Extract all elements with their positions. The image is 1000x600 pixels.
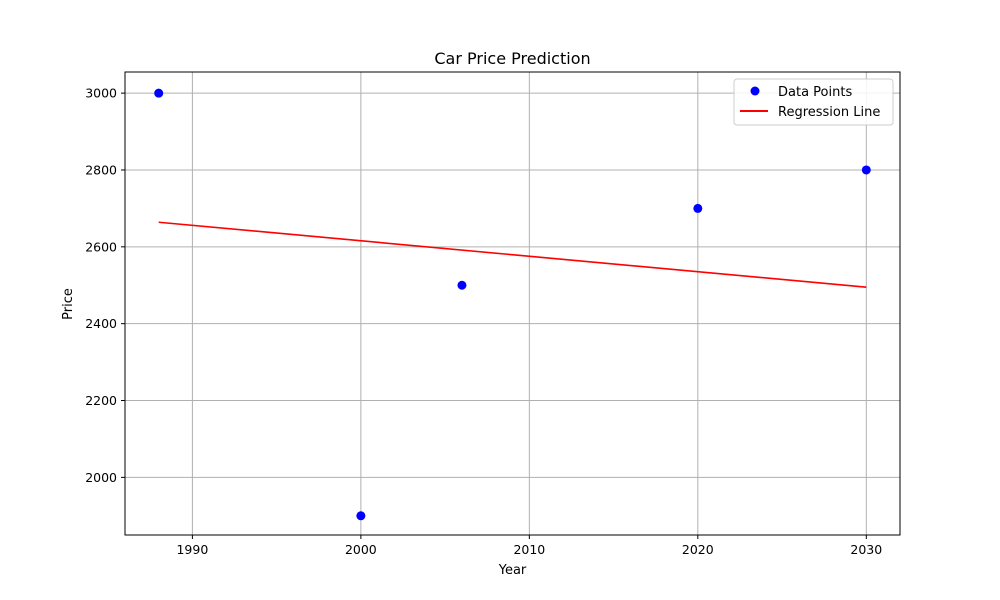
data-points-layer (154, 88, 871, 521)
x-tick-label: 2030 (850, 542, 882, 557)
y-tick-label: 2000 (85, 470, 117, 485)
x-tick-label: 1990 (176, 542, 208, 557)
y-axis-ticks: 2000 2200 2400 2600 2800 3000 (85, 86, 125, 485)
data-point (861, 165, 871, 175)
x-tick-label: 2010 (513, 542, 545, 557)
x-tick-label: 2000 (345, 542, 377, 557)
x-axis-label: Year (498, 563, 527, 578)
y-tick-label: 2800 (85, 162, 117, 177)
legend-regression-line-label: Regression Line (778, 105, 880, 120)
data-point (457, 280, 467, 290)
chart-title: Car Price Prediction (434, 49, 590, 68)
legend-box (733, 78, 894, 126)
y-tick-label: 3000 (85, 86, 117, 101)
y-tick-label: 2400 (85, 316, 117, 331)
data-point (154, 88, 164, 98)
legend-data-points-label: Data Points (778, 85, 852, 100)
y-axis-label: Price (61, 288, 76, 320)
regression-line-layer (158, 221, 867, 288)
legend: Data Points Regression Line (733, 78, 894, 126)
y-tick-label: 2200 (85, 393, 117, 408)
plot-frame (124, 71, 901, 536)
y-tick-label: 2600 (85, 239, 117, 254)
legend-data-points-marker (750, 86, 760, 96)
regression-line (158, 221, 867, 288)
data-point (693, 203, 703, 213)
x-tick-label: 2020 (682, 542, 714, 557)
data-point (356, 511, 366, 521)
x-axis-ticks: 1990 2000 2010 2020 2030 (176, 535, 882, 557)
